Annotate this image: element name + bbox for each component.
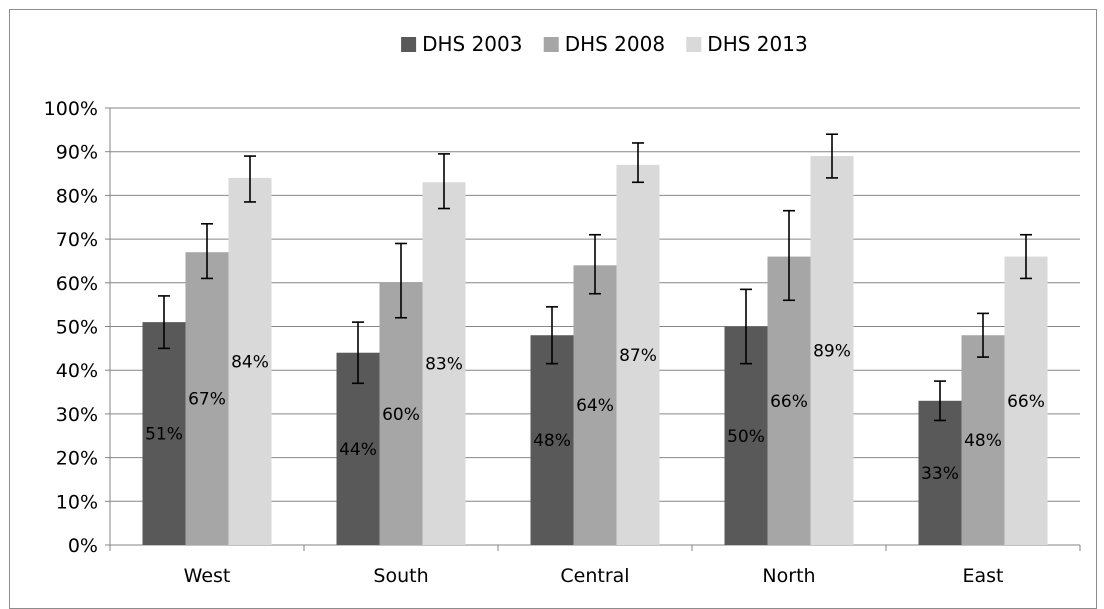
data-label: 66% [770, 392, 808, 412]
y-axis: 0% 10% 20% 30% 40% 50% 60% 70% 80% 90% 100% [44, 98, 111, 557]
bar [530, 335, 574, 545]
y-tick-label: 50% [56, 317, 98, 339]
bar [185, 252, 229, 545]
y-tick-label: 60% [56, 273, 98, 295]
x-category-label: West [184, 565, 231, 587]
y-tick-label: 10% [56, 491, 98, 513]
y-tick-label: 40% [56, 360, 98, 382]
y-tick-label: 20% [56, 448, 98, 470]
x-category-label: North [762, 565, 815, 587]
legend-swatch [686, 37, 702, 52]
data-label: 89% [813, 342, 851, 362]
data-label: 48% [533, 431, 571, 451]
bar [379, 282, 423, 545]
bar [142, 322, 186, 545]
legend: DHS 2003 DHS 2008 DHS 2013 [401, 32, 808, 56]
y-tick-label: 90% [56, 142, 98, 164]
data-label: 60% [382, 405, 420, 425]
y-tick-label: 80% [56, 185, 98, 207]
data-label: 48% [964, 431, 1002, 451]
legend-label: DHS 2008 [565, 32, 665, 56]
data-label: 51% [145, 425, 183, 445]
error-bars [158, 133, 1032, 422]
data-label: 44% [339, 440, 377, 460]
bar [961, 335, 1005, 545]
x-axis: West South Central North East [109, 544, 1081, 587]
legend-label: DHS 2003 [422, 32, 522, 56]
y-tick-label: 70% [56, 229, 98, 251]
data-label: 66% [1007, 392, 1045, 412]
data-labels: 51%44% 48% 50%33%67%60% 64% 66%48%84% 83% 87% 8… [145, 342, 1045, 484]
data-label: 64% [576, 396, 614, 416]
legend-swatch [401, 37, 417, 52]
bar [228, 177, 272, 546]
bar [1004, 256, 1048, 545]
x-category-label: Central [560, 565, 629, 587]
data-label: 83% [425, 355, 463, 375]
y-tick-label: 30% [56, 404, 98, 426]
data-label: 67% [188, 390, 226, 410]
x-category-label: East [963, 565, 1004, 587]
legend-label: DHS 2013 [707, 32, 807, 56]
bar [422, 182, 466, 546]
x-category-label: South [373, 565, 428, 587]
bar [767, 256, 811, 545]
data-label: 33% [921, 464, 959, 484]
data-label: 50% [727, 427, 765, 447]
bars [142, 156, 1048, 546]
bar [336, 352, 380, 545]
data-label: 84% [231, 352, 269, 372]
gridlines [110, 107, 1080, 502]
data-label: 87% [619, 346, 657, 366]
y-tick-label: 100% [44, 98, 98, 120]
y-tick-label: 0% [68, 535, 98, 557]
bar [616, 164, 660, 545]
bar [918, 400, 962, 545]
bar [573, 265, 617, 545]
legend-swatch [543, 37, 559, 52]
bar [810, 156, 854, 545]
